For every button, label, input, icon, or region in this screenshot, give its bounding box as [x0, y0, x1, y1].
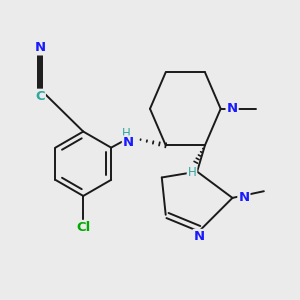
Text: N: N: [238, 191, 250, 204]
Text: H: H: [122, 127, 131, 140]
Text: N: N: [226, 102, 238, 115]
Text: Cl: Cl: [76, 221, 90, 234]
Text: H: H: [188, 166, 196, 179]
Text: N: N: [34, 41, 46, 54]
Text: C: C: [35, 90, 45, 103]
Text: N: N: [194, 230, 205, 243]
Text: N: N: [123, 136, 134, 149]
